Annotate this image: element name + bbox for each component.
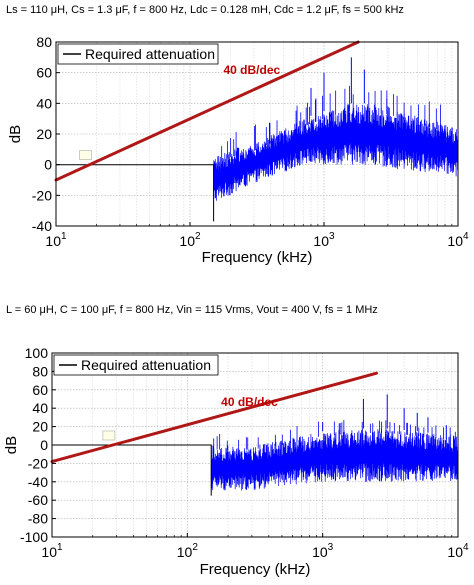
chart-bottom: -100 -80 -60 -40 -20 0 20 40 60 80 100 101 102 103 104… — [3, 345, 469, 578]
y-tick-label: 0 — [40, 437, 48, 453]
y-tick-label: 40 — [32, 400, 48, 416]
x-tick-label: 101 — [41, 542, 63, 560]
required-attenuation-line — [54, 40, 360, 182]
spectrum-series — [210, 428, 459, 491]
x-tick-label: 103 — [312, 542, 334, 560]
chart-title: L = 60 μH, C = 100 μF, f = 800 Hz, Vin =… — [6, 304, 378, 316]
y-tick-label: -60 — [28, 492, 48, 508]
x-tick-label: 104 — [447, 542, 469, 560]
spectrum-lowband-line — [52, 444, 212, 496]
chart-top: -40 -20 0 20 40 60 80 101 102 103 104 Frequency (kH… — [7, 34, 469, 266]
datatip-box — [79, 150, 92, 160]
y-axis-label: dB — [3, 436, 20, 454]
y-axis-label: dB — [7, 125, 24, 143]
y-tick-label: 80 — [32, 363, 48, 379]
legend-label: Required attenuation — [81, 357, 211, 373]
y-tick-label: 60 — [32, 382, 48, 398]
y-tick-label: -40 — [32, 218, 52, 234]
legend-box — [57, 43, 219, 65]
legend: Required attenuation — [53, 354, 219, 376]
y-tick-label: 20 — [32, 419, 48, 435]
y-tick-label: 100 — [25, 345, 49, 361]
grid — [52, 353, 458, 537]
x-tick-label: 103 — [313, 231, 335, 249]
spectrum-series — [213, 104, 459, 201]
datatip-box — [102, 430, 116, 441]
y-tick-label: -80 — [28, 511, 48, 527]
x-tick-label: 101 — [45, 231, 67, 249]
x-axis-label: Frequency (kHz) — [200, 561, 311, 578]
x-tick-label: 104 — [447, 231, 469, 249]
y-tick-label: -20 — [28, 455, 48, 471]
y-tick-label: -20 — [32, 187, 52, 203]
legend: Required attenuation — [57, 43, 219, 65]
x-tick-label: 102 — [179, 231, 201, 249]
x-tick-label: 102 — [177, 542, 199, 560]
y-tick-label: 20 — [36, 126, 52, 142]
y-tick-label: 60 — [36, 65, 52, 81]
y-tick-label: 40 — [36, 95, 52, 111]
y-tick-label: -40 — [28, 474, 48, 490]
slope-annotation: 40 dB/dec — [224, 63, 281, 77]
y-tick-label: -100 — [20, 529, 48, 545]
spectrum-lowband-line — [56, 164, 215, 222]
chart-panel-bottom: L = 60 μH, C = 100 μF, f = 800 Hz, Vin =… — [0, 300, 474, 585]
chart-title: Ls = 110 μH, Cs = 1.3 μF, f = 800 Hz, Ld… — [6, 4, 404, 16]
x-axis-label: Frequency (kHz) — [202, 249, 313, 266]
y-tick-label: 80 — [36, 34, 52, 50]
legend-box — [53, 354, 219, 376]
legend-label: Required attenuation — [85, 46, 215, 62]
slope-annotation: 40 dB/dec — [221, 395, 278, 409]
chart-panel-top: Ls = 110 μH, Cs = 1.3 μF, f = 800 Hz, Ld… — [0, 0, 474, 292]
required-attenuation-line — [50, 371, 379, 464]
y-tick-label: 0 — [44, 157, 52, 173]
